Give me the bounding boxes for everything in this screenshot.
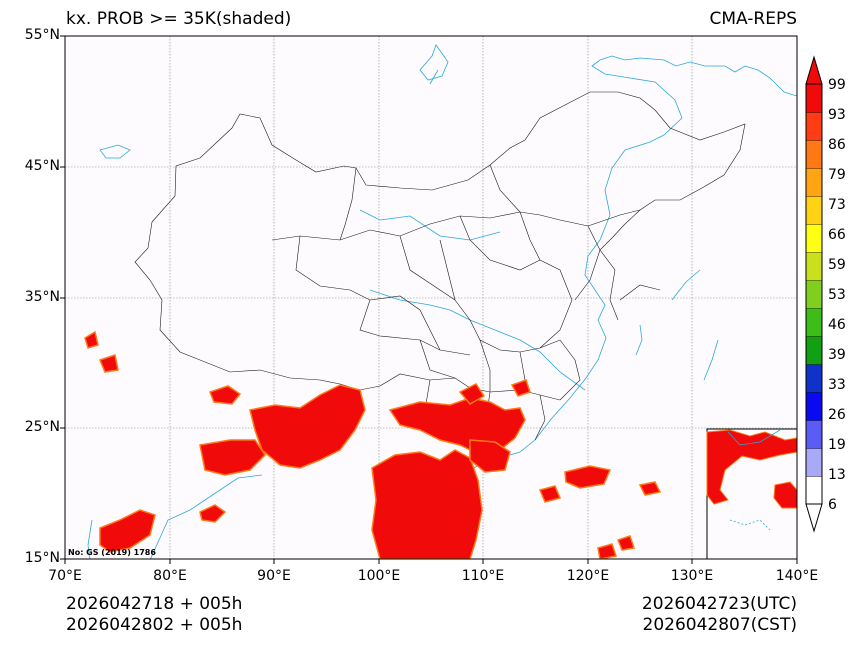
valid-time-cst: 2026042807(CST) (642, 615, 797, 635)
init-time-utc: 2026042718 + 005h (66, 594, 243, 614)
colorbar-label: 59 (828, 257, 846, 273)
shaded-probability-regions (84, 330, 662, 559)
colorbar-segment (805, 139, 823, 169)
colorbar-segment (805, 223, 823, 253)
colorbar-segment (805, 307, 823, 337)
colorbar-frame (805, 83, 823, 505)
colorbar-label: 6 (828, 497, 837, 513)
colorbar-segment (805, 279, 823, 309)
map-title: kx. PROB >= 35K(shaded) (66, 9, 292, 29)
axis-ticks (60, 35, 798, 564)
lon-label-130: 130°E (670, 568, 714, 584)
colorbar-segment (805, 83, 823, 113)
lon-label-90: 90°E (257, 568, 291, 584)
lon-label-120: 120°E (566, 568, 610, 584)
colorbar-segment (805, 195, 823, 225)
lon-label-110: 110°E (461, 568, 505, 584)
colorbar-label: 79 (828, 167, 846, 183)
colorbar-label: 73 (828, 197, 846, 213)
init-time-block: 2026042718 + 005h 2026042802 + 005h (66, 594, 242, 636)
colorbar-segment (805, 391, 823, 421)
colorbar-max-arrow (805, 55, 823, 85)
colorbar-label: 46 (828, 317, 846, 333)
lat-label-55: 55°N (24, 27, 60, 43)
colorbar-segment (805, 335, 823, 365)
lon-label-70: 70°E (48, 568, 82, 584)
map-approval-note: No: GS (2019) 1786 (68, 548, 156, 557)
colorbar-label: 99 (828, 77, 846, 93)
model-name: CMA-REPS (709, 9, 797, 29)
colorbar-segment (805, 363, 823, 393)
admin-borders (134, 91, 746, 456)
init-time-cst: 2026042802 + 005h (66, 615, 243, 635)
colorbar-segment (805, 111, 823, 141)
lat-label-35: 35°N (24, 289, 60, 305)
lon-label-80: 80°E (153, 568, 187, 584)
colorbar (805, 55, 823, 533)
colorbar-label: 33 (828, 377, 846, 393)
colorbar-label: 66 (828, 227, 846, 243)
colorbar-label: 19 (828, 437, 846, 453)
colorbar-min-arrow (805, 503, 823, 533)
colorbar-label: 13 (828, 467, 846, 483)
colorbar-label: 39 (828, 347, 846, 363)
colorbar-label: 26 (828, 407, 846, 423)
inset-map (706, 428, 797, 559)
colorbar-label: 93 (828, 107, 846, 123)
colorbar-label: 53 (828, 287, 846, 303)
lat-label-45: 45°N (24, 158, 60, 174)
lon-label-100: 100°E (357, 568, 401, 584)
valid-time-utc: 2026042723(UTC) (641, 594, 797, 614)
colorbar-segment (805, 475, 823, 505)
colorbar-segment (805, 251, 823, 281)
lat-label-25: 25°N (24, 419, 60, 435)
colorbar-label: 86 (828, 137, 846, 153)
colorbar-segment (805, 447, 823, 477)
colorbar-segment (805, 167, 823, 197)
valid-time-block: 2026042723(UTC) 2026042807(CST) (642, 594, 797, 636)
lat-label-15: 15°N (24, 550, 60, 566)
colorbar-segment (805, 419, 823, 449)
lon-label-140: 140°E (775, 568, 819, 584)
